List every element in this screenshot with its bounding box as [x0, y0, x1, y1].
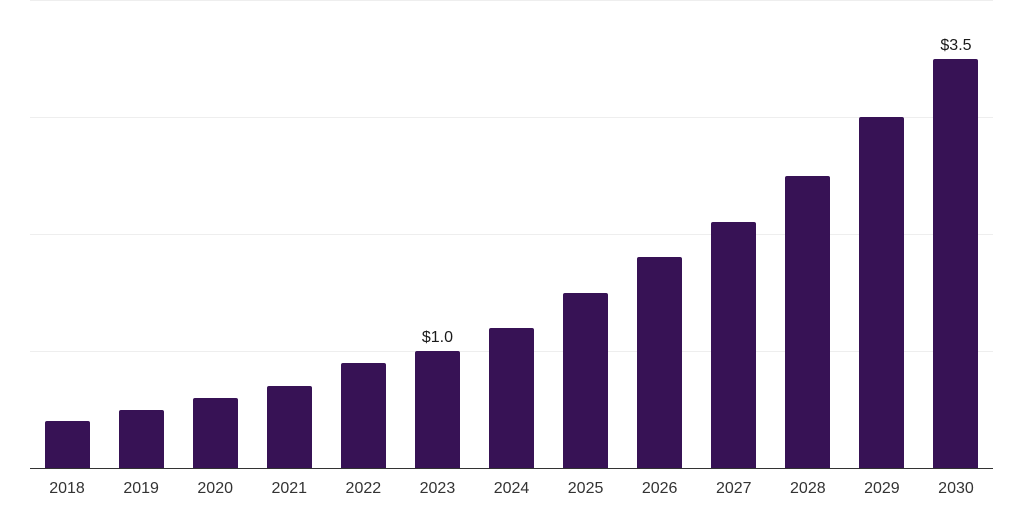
gridline-2: [30, 234, 993, 235]
bar-band-2029: [845, 0, 919, 468]
bar-2029: [859, 117, 905, 468]
x-tick-label-2018: 2018: [49, 480, 85, 497]
x-tick-label-2028: 2028: [790, 480, 826, 497]
bar-2021: [266, 386, 312, 468]
bar-band-2027: [697, 0, 771, 468]
x-tick-label-2025: 2025: [567, 480, 604, 497]
bar-band-2022: [326, 0, 400, 468]
x-axis-tick-labels: 2018 2019 2020 2021 2022 2023 2024 2025 2026 2027…: [30, 479, 993, 499]
data-label-2023: $1.0: [421, 329, 453, 346]
x-tick-label-2022: 2022: [345, 480, 382, 497]
bar-2027: [711, 222, 757, 468]
x-tick-label-2023: 2023: [419, 480, 456, 497]
x-tick-label-2019: 2019: [123, 480, 159, 497]
bar-2022: [340, 362, 386, 468]
x-tick-label-2027: 2027: [715, 480, 752, 497]
x-tick-label-2029: 2029: [864, 480, 900, 497]
bar-2019: [118, 409, 164, 468]
bar-band-2018: [30, 0, 104, 468]
bar-2018: [44, 421, 90, 468]
bar-band-2028: [771, 0, 845, 468]
bar-band-2020: [178, 0, 252, 468]
bar-2024: [489, 327, 534, 468]
bar-2028: [785, 175, 831, 468]
x-tick-label-2026: 2026: [641, 480, 678, 497]
bar-band-2026: [623, 0, 697, 468]
bar-2026: [637, 257, 683, 468]
bar-band-2021: [252, 0, 326, 468]
bar-2023: [414, 351, 460, 468]
bar-2025: [563, 292, 609, 468]
bar-band-2030: $3.5: [919, 0, 993, 468]
data-label-2030: $3.5: [940, 36, 972, 54]
bar-band-2024: [474, 0, 548, 468]
bar-band-2023: $1.0: [400, 0, 474, 468]
bar-2020: [192, 397, 238, 468]
x-tick-label-2030: 2030: [938, 480, 974, 497]
x-tick-label-2021: 2021: [271, 480, 308, 497]
bar-series: $1.0 $3.5: [30, 0, 993, 468]
plot-area: $1.0 $3.5: [30, 0, 993, 469]
gridline-4: [30, 0, 993, 1]
x-tick-label-2024: 2024: [493, 480, 530, 497]
gridline-3: [30, 117, 993, 118]
bar-band-2025: [549, 0, 623, 468]
bar-2030: [933, 58, 979, 468]
x-tick-label-2020: 2020: [197, 480, 233, 497]
bar-band-2019: [104, 0, 178, 468]
